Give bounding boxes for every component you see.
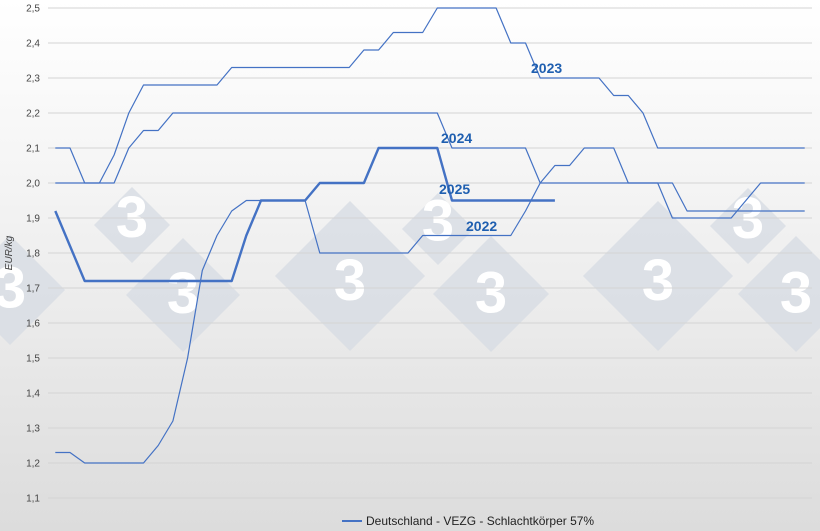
y-tick-label: 1,6 [26,319,40,330]
series-label-2023: 2023 [531,60,562,76]
y-tick-label: 2,3 [26,74,40,85]
series-line-2025 [54,146,555,283]
watermark-mark: 3 [0,235,65,345]
series-lines [54,7,805,464]
svg-text:3: 3 [732,186,764,251]
watermark-mark: 3 [402,189,474,265]
y-tick-label: 1,1 [26,494,40,505]
y-tick-label: 2,4 [26,39,40,50]
y-tick-label: 2,1 [26,144,40,155]
y-tick-label: 1,7 [26,284,40,295]
svg-text:3: 3 [642,248,674,313]
svg-text:3: 3 [780,261,812,326]
series-line-2022 [55,147,805,464]
y-axis-tick-labels: 1,1 1,2 1,3 1,4 1,5 1,6 1,7 1,8 1,9 2,0 2,1 2,2 2,3 2… [26,4,40,505]
series-label-2024: 2024 [441,130,472,146]
series-label-2022: 2022 [466,218,497,234]
watermark-mark: 3 [583,201,733,351]
svg-text:3: 3 [475,261,507,326]
y-tick-label: 2,2 [26,109,40,120]
y-tick-label: 1,5 [26,354,40,365]
y-tick-label: 1,3 [26,424,40,435]
series-line-2023 [55,7,805,184]
series-label-2025: 2025 [439,181,470,197]
svg-text:3: 3 [167,261,199,326]
y-tick-label: 1,8 [26,249,40,260]
gridlines [48,7,812,499]
y-tick-label: 1,9 [26,214,40,225]
legend: Deutschland - VEZG - Schlachtkörper 57% [342,514,594,528]
watermark-mark: 3 [275,201,425,351]
svg-text:3: 3 [334,248,366,313]
y-tick-label: 2,0 [26,179,40,190]
y-tick-label: 2,5 [26,4,40,15]
y-tick-label: 1,2 [26,459,40,470]
series-line-2024 [55,112,805,212]
legend-label: Deutschland - VEZG - Schlachtkörper 57% [366,514,594,528]
y-tick-label: 1,4 [26,389,40,400]
series-labels: 2022 2023 2024 2025 [439,60,562,234]
svg-text:3: 3 [422,189,454,254]
watermark-mark: 3 [710,186,786,264]
y-axis-title: EUR/kg [4,235,15,270]
svg-text:3: 3 [0,256,26,321]
